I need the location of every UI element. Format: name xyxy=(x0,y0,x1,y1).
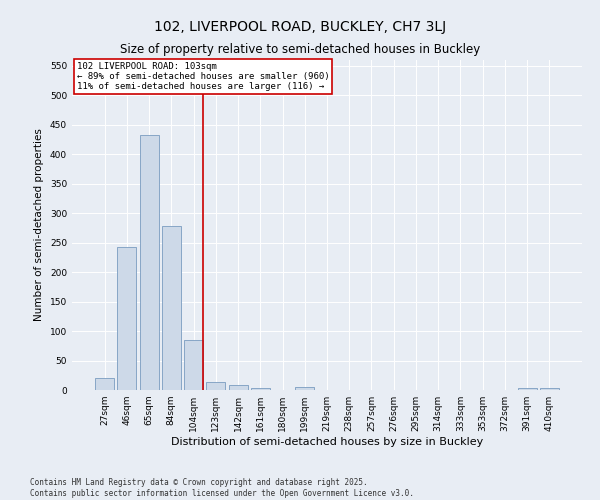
Text: Contains HM Land Registry data © Crown copyright and database right 2025.
Contai: Contains HM Land Registry data © Crown c… xyxy=(30,478,414,498)
Y-axis label: Number of semi-detached properties: Number of semi-detached properties xyxy=(34,128,44,322)
Bar xyxy=(206,382,225,390)
Bar xyxy=(295,387,314,390)
Bar xyxy=(184,340,203,390)
Bar xyxy=(229,386,248,390)
X-axis label: Distribution of semi-detached houses by size in Buckley: Distribution of semi-detached houses by … xyxy=(171,437,483,447)
Text: Size of property relative to semi-detached houses in Buckley: Size of property relative to semi-detach… xyxy=(120,42,480,56)
Text: 102, LIVERPOOL ROAD, BUCKLEY, CH7 3LJ: 102, LIVERPOOL ROAD, BUCKLEY, CH7 3LJ xyxy=(154,20,446,34)
Bar xyxy=(140,135,158,390)
Bar xyxy=(118,247,136,390)
Bar xyxy=(540,388,559,390)
Bar xyxy=(162,226,181,390)
Text: 102 LIVERPOOL ROAD: 103sqm
← 89% of semi-detached houses are smaller (960)
11% o: 102 LIVERPOOL ROAD: 103sqm ← 89% of semi… xyxy=(77,62,330,92)
Bar xyxy=(95,378,114,390)
Bar xyxy=(251,388,270,390)
Bar xyxy=(518,388,536,390)
